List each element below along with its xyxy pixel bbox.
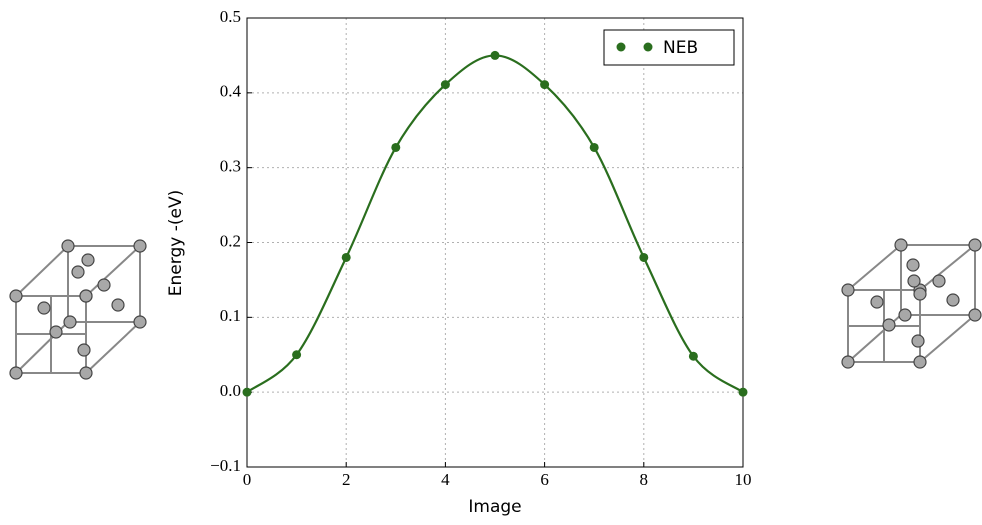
x-tick-label: 8 [640,470,649,489]
x-tick-label: 2 [342,470,351,489]
y-tick-label: −0.1 [210,456,241,475]
data-point [490,50,500,60]
y-tick-label: 0.5 [220,7,241,26]
y-tick-label: 0.2 [220,231,241,250]
data-point [391,142,401,152]
y-axis-label: Energy -(eV) [166,190,186,296]
left-structure [9,239,147,380]
data-point [688,351,698,361]
x-tick-label: 10 [735,470,752,489]
y-tick-label: 0.0 [220,381,241,400]
x-tick-label: 6 [540,470,549,489]
x-tick-label: 4 [441,470,450,489]
right-structure [841,238,982,369]
y-tick-label: 0.1 [220,306,241,325]
data-point [292,350,302,360]
plot: −0.1 0.0 0.1 0.2 0.3 0.4 0.5 0 2 4 6 8 10 NEB [210,7,751,489]
x-tick-label: 0 [243,470,252,489]
data-point [341,252,351,262]
data-point [589,142,599,152]
data-point [242,387,252,397]
data-point [639,252,649,262]
data-point [540,80,550,90]
data-point [440,80,450,90]
plot-frame [246,17,744,468]
legend-marker [616,42,626,52]
x-axis-label: Image [468,497,521,517]
y-tick-label: 0.3 [220,157,241,176]
series-line [246,54,744,394]
y-tick-label: 0.4 [220,82,242,101]
legend-marker [643,42,653,52]
legend-label: NEB [663,38,698,58]
legend-box [603,29,735,66]
data-point [738,387,748,397]
